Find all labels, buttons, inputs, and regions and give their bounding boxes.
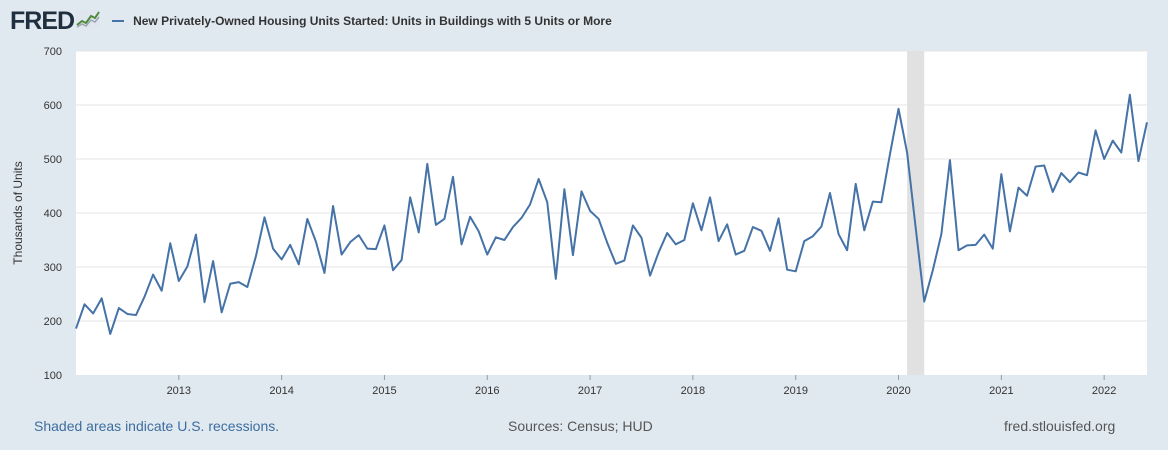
chart-title: New Privately-Owned Housing Units Starte… (133, 14, 612, 28)
x-tick-label: 2018 (681, 385, 705, 397)
y-tick-label: 700 (44, 46, 62, 58)
grid-lines (76, 50, 1147, 322)
y-tick-label: 500 (44, 154, 62, 166)
chart-header: FRED New Privately-Owned Housing Units S… (10, 6, 612, 36)
y-tick-label: 300 (44, 262, 62, 274)
x-tick-label: 2017 (578, 385, 602, 397)
recession-band (907, 51, 925, 375)
x-tick-label: 2014 (269, 385, 293, 397)
x-tick-label: 2015 (372, 385, 396, 397)
x-tick-label: 2019 (783, 385, 807, 397)
series-line[interactable] (75, 93, 1148, 335)
x-tick-label: 2013 (167, 385, 191, 397)
y-axis-ticks: 100 200 300 400 500 600 700 (44, 46, 62, 382)
x-axis-ticks: 2013 2014 2015 2016 2017 2018 2019 2020 2021 2022 (167, 375, 1116, 397)
legend-swatch (112, 20, 125, 22)
x-tick-label: 2021 (989, 385, 1013, 397)
x-tick-label: 2022 (1092, 385, 1116, 397)
y-tick-label: 200 (44, 316, 62, 328)
recession-shade (907, 51, 925, 375)
chart-logo-icon (76, 9, 101, 33)
y-axis-label: Thousands of Units (11, 161, 25, 264)
y-tick-label: 100 (44, 370, 62, 382)
recession-note: Shaded areas indicate U.S. recessions. (34, 418, 280, 434)
fred-logo[interactable]: FRED (10, 6, 75, 35)
y-tick-label: 600 (44, 100, 62, 112)
x-tick-label: 2016 (475, 385, 499, 397)
sources-text: Sources: Census; HUD (508, 418, 653, 434)
site-link[interactable]: fred.stlouisfed.org (1004, 418, 1116, 434)
y-tick-label: 400 (44, 208, 62, 220)
x-tick-label: 2020 (886, 385, 910, 397)
